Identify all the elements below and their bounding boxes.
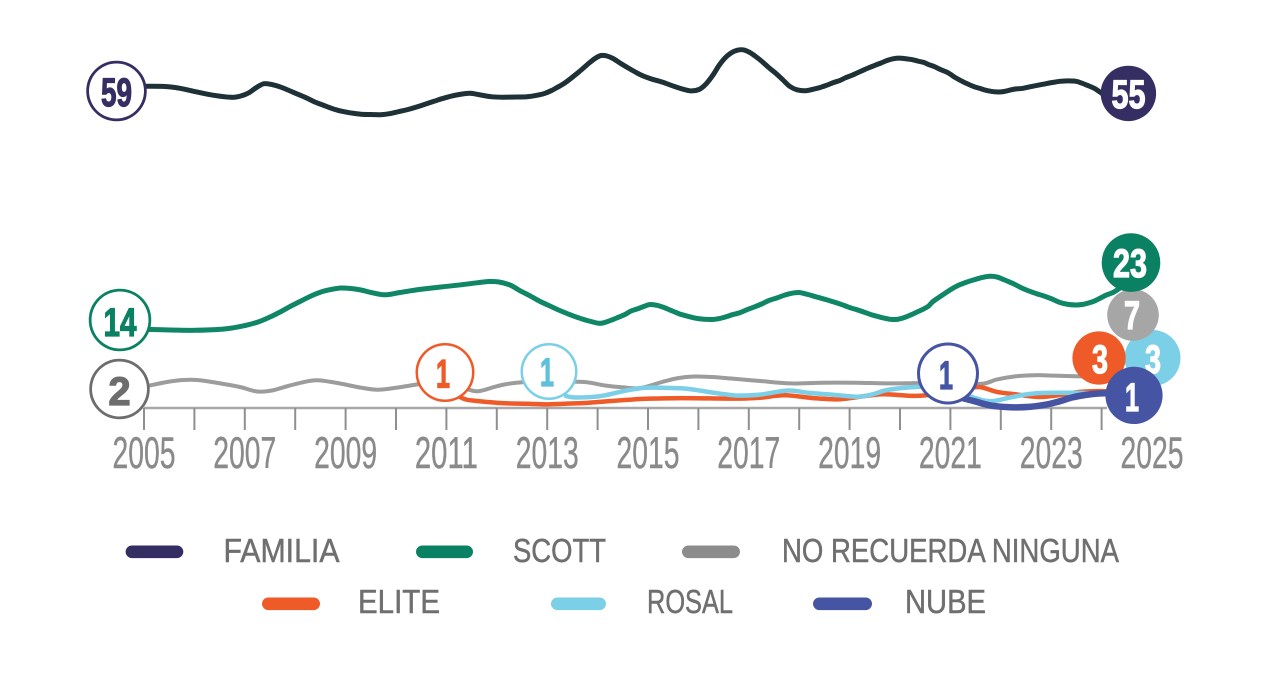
svg-text:2019: 2019 (818, 429, 881, 478)
svg-text:2007: 2007 (213, 429, 276, 478)
svg-text:ELITE: ELITE (358, 583, 440, 620)
svg-text:1: 1 (939, 354, 953, 398)
svg-text:FAMILIA: FAMILIA (224, 532, 340, 569)
svg-text:NUBE: NUBE (905, 583, 986, 620)
svg-text:2015: 2015 (617, 429, 680, 478)
svg-text:55: 55 (1112, 73, 1146, 117)
svg-text:2009: 2009 (314, 429, 377, 478)
svg-text:1: 1 (1125, 376, 1139, 420)
svg-text:1: 1 (436, 353, 450, 397)
svg-text:2013: 2013 (516, 429, 579, 478)
svg-text:SCOTT: SCOTT (513, 532, 606, 569)
svg-text:7: 7 (1124, 294, 1140, 338)
svg-text:ROSAL: ROSAL (647, 583, 733, 620)
svg-text:2023: 2023 (1020, 429, 1083, 478)
svg-text:1: 1 (540, 351, 554, 395)
svg-text:59: 59 (101, 71, 132, 115)
svg-text:2011: 2011 (415, 429, 478, 478)
svg-text:14: 14 (104, 301, 138, 345)
svg-text:23: 23 (1113, 242, 1147, 286)
svg-text:2017: 2017 (717, 429, 780, 478)
svg-text:2025: 2025 (1121, 429, 1184, 478)
svg-text:2: 2 (108, 370, 130, 414)
svg-text:2021: 2021 (919, 429, 982, 478)
svg-text:2005: 2005 (113, 429, 176, 478)
svg-text:3: 3 (1092, 338, 1108, 382)
svg-text:NO RECUERDA NINGUNA: NO RECUERDA NINGUNA (782, 532, 1119, 569)
